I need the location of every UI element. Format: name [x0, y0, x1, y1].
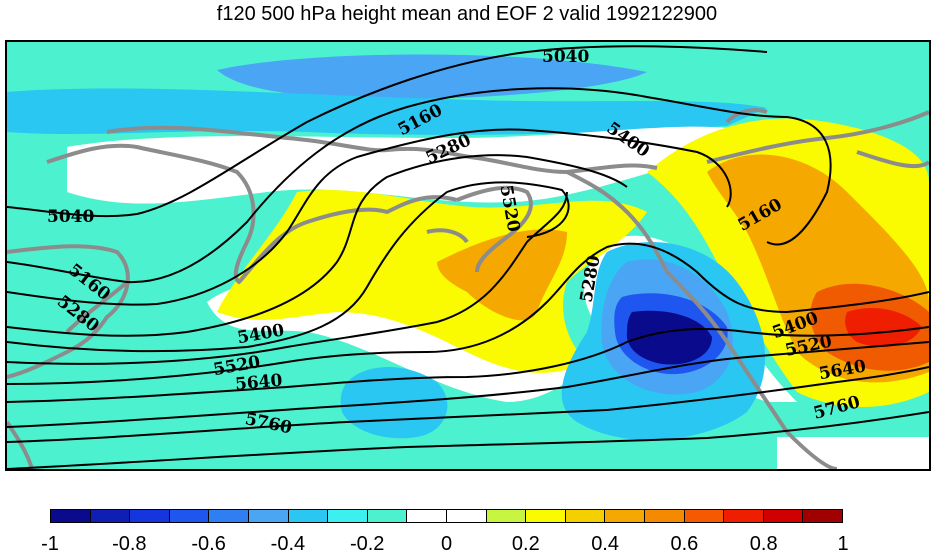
colorbar-swatch — [288, 510, 329, 522]
colorbar-swatch — [130, 510, 170, 522]
colorbar-tick-label: -0.4 — [270, 533, 306, 555]
colorbar-swatch — [169, 510, 210, 522]
colorbar-tick-label: -1 — [41, 533, 59, 555]
anomaly-darkred-east — [845, 307, 922, 347]
colorbar-tick-label: 0.8 — [749, 533, 778, 555]
anomaly-blue-low-core — [626, 310, 712, 365]
colorbar-tick-label: 0.4 — [591, 533, 619, 555]
colorbar-swatch — [724, 510, 764, 522]
colorbar-tick-label: 1 — [837, 533, 849, 555]
colorbar-tick-label: 0.6 — [670, 533, 699, 555]
anomaly-neutral-bottom — [777, 437, 929, 469]
anomaly-neutral-band — [67, 126, 727, 204]
colorbar-swatch — [803, 510, 842, 522]
colorbar-swatch — [51, 510, 91, 522]
colorbar-swatch — [644, 510, 685, 522]
colorbar-swatch — [248, 510, 289, 522]
colorbar-swatch — [486, 510, 527, 522]
colorbar-swatch — [565, 510, 606, 522]
height-contours — [7, 45, 929, 469]
anomaly-orange-center — [437, 229, 567, 321]
contour-label: 5040 — [542, 47, 589, 67]
colorbar-swatch — [605, 510, 645, 522]
coastlines — [7, 108, 929, 469]
colorbar-tick-label: 0 — [440, 533, 453, 555]
contour-label: 5040 — [47, 207, 94, 227]
anomaly-blue-band — [7, 88, 767, 135]
colorbar-swatch — [446, 510, 487, 522]
colorbar-swatch — [526, 510, 566, 522]
colorbar-swatch — [209, 510, 249, 522]
contour-label: 5640 — [234, 371, 283, 395]
colorbar-tick-label: 0.2 — [511, 533, 540, 555]
colorbar-tick-label: -0.8 — [112, 533, 147, 555]
colorbar-swatch — [367, 510, 408, 522]
colorbar-tick-label: -0.6 — [191, 533, 226, 555]
colorbar-swatch — [407, 510, 447, 522]
map-panel: 5040 5040 5160 5160 5160 5280 5280 5280 … — [5, 40, 931, 471]
page-title: f120 500 hPa height mean and EOF 2 valid… — [216, 3, 718, 25]
colorbar — [50, 509, 843, 523]
colorbar-swatch — [684, 510, 725, 522]
colorbar-swatch — [90, 510, 131, 522]
colorbar-tick-labels: -1 -0.8 -0.6 -0.4 -0.2 0 0.2 0.4 0.6 0.8 1 — [0, 533, 934, 558]
colorbar-tick-label: -0.2 — [349, 533, 385, 555]
colorbar-swatch — [763, 510, 804, 522]
colorbar-swatch — [328, 510, 368, 522]
map-canvas: 5040 5040 5160 5160 5160 5280 5280 5280 … — [7, 42, 929, 469]
